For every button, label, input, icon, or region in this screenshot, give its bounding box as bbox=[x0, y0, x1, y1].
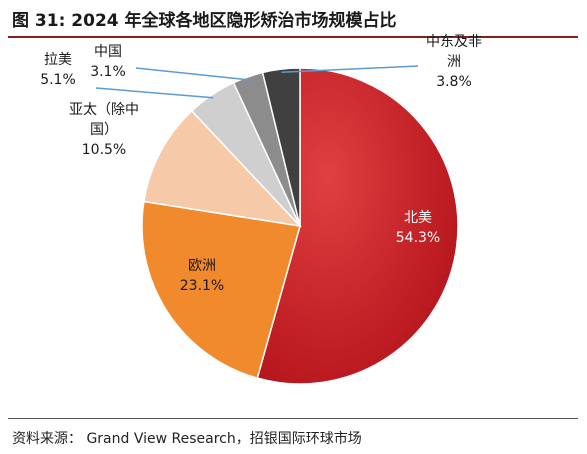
slice-value: 5.1% bbox=[40, 72, 76, 88]
slice-value: 3.1% bbox=[90, 64, 126, 80]
title-divider bbox=[8, 36, 578, 38]
slice-value: 10.5% bbox=[82, 142, 126, 158]
slice-name: 拉美 bbox=[44, 52, 72, 68]
leader-line-5 bbox=[135, 67, 249, 81]
slice-label-1: 北美 54.3% bbox=[396, 210, 440, 246]
slice-label-5: 中国 3.1% bbox=[90, 44, 126, 80]
slice-name: 北美 bbox=[404, 210, 432, 226]
leader-line-6 bbox=[281, 65, 419, 74]
slice-label-2: 欧洲 23.1% bbox=[180, 258, 224, 294]
slice-name: 亚太（除中 bbox=[69, 102, 139, 118]
slice-name: 国） bbox=[90, 122, 118, 138]
pie-slice-6 bbox=[261, 67, 301, 227]
slice-name: 中东及非 bbox=[426, 34, 482, 50]
slice-name: 欧洲 bbox=[188, 258, 216, 274]
slice-value: 23.1% bbox=[180, 278, 224, 294]
slice-label-6: 中东及非洲 3.8% bbox=[426, 34, 482, 90]
slice-value: 54.3% bbox=[396, 230, 440, 246]
pie-slice-3 bbox=[143, 109, 303, 228]
slice-label-4: 拉美 5.1% bbox=[40, 52, 76, 88]
pie-slice-2 bbox=[141, 200, 301, 380]
source-divider bbox=[8, 418, 578, 419]
slice-name: 中国 bbox=[94, 44, 122, 60]
slice-value: 3.8% bbox=[436, 74, 472, 90]
pie-slice-1 bbox=[256, 67, 459, 385]
source-note: 资料来源： Grand View Research，招银国际环球市场 bbox=[12, 431, 362, 447]
leader-line-4 bbox=[95, 87, 214, 99]
chart-title: 图 31: 2024 年全球各地区隐形矫治市场规模占比 bbox=[12, 11, 397, 31]
slice-label-3: 亚太（除中国） 10.5% bbox=[69, 102, 139, 158]
slice-name: 洲 bbox=[447, 54, 461, 70]
